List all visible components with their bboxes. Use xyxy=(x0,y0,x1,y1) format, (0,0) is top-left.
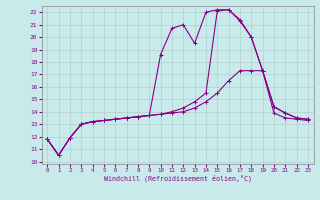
X-axis label: Windchill (Refroidissement éolien,°C): Windchill (Refroidissement éolien,°C) xyxy=(104,175,252,182)
